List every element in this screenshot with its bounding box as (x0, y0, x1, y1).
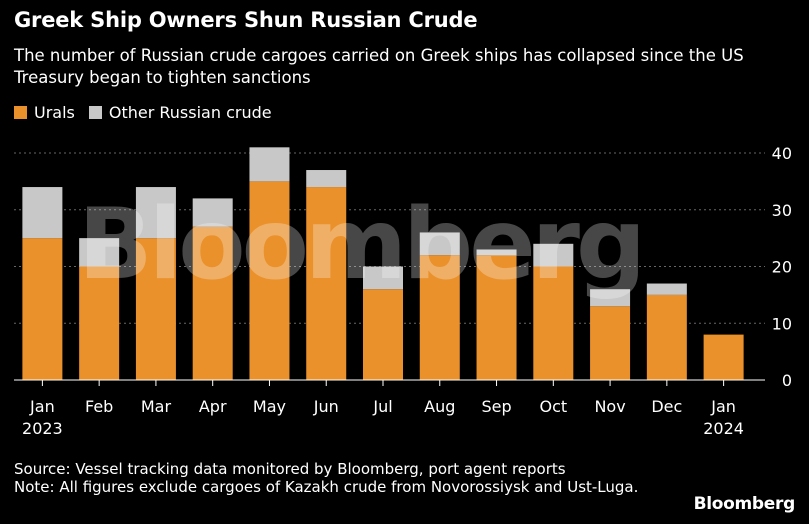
x-tick-label: Feb (85, 397, 113, 416)
bar-urals (419, 255, 460, 380)
x-tick-label: Dec (651, 397, 682, 416)
source-note: Source: Vessel tracking data monitored b… (14, 460, 566, 478)
x-tick-label: Mar (141, 397, 172, 416)
legend-item-other: Other Russian crude (88, 103, 272, 122)
x-tick-label: Oct (539, 397, 567, 416)
x-tick-label: Jul (372, 397, 392, 416)
legend-label-urals: Urals (34, 103, 75, 122)
footer: Source: Vessel tracking data monitored b… (14, 460, 654, 496)
bar-urals (476, 255, 517, 380)
x-tick-label: Jan (29, 397, 55, 416)
legend-swatch-urals (14, 106, 27, 119)
bar-urals (363, 289, 403, 380)
y-tick-label: 40 (772, 144, 792, 163)
chart-title: Greek Ship Owners Shun Russian Crude (14, 8, 478, 32)
bar-urals (135, 238, 176, 380)
x-tick-label: Apr (199, 397, 227, 416)
bar-urals (192, 226, 233, 380)
bar-other (135, 187, 176, 239)
footnote: Note: All figures exclude cargoes of Kaz… (14, 478, 639, 496)
bar-other (363, 266, 403, 290)
x-tick-label: May (253, 397, 286, 416)
bar-urals (703, 334, 744, 380)
bar-other (22, 187, 63, 239)
x-tick-label: Jun (313, 397, 339, 416)
bar-other (646, 283, 687, 295)
bar-other (306, 170, 347, 188)
y-tick-label: 20 (772, 258, 792, 277)
y-tick-label: 0 (782, 371, 792, 390)
bar-urals (22, 238, 63, 380)
bar-urals (79, 266, 120, 380)
bar-other (192, 198, 233, 227)
x-tick-label: Nov (594, 397, 625, 416)
x-year-label: 2024 (703, 419, 744, 438)
bar-urals (533, 266, 574, 380)
bar-other (476, 249, 517, 256)
legend: Urals Other Russian crude (14, 103, 286, 122)
bar-urals (590, 306, 631, 380)
bar-other (419, 232, 460, 256)
brand-logo: Bloomberg (693, 494, 796, 514)
legend-label-other: Other Russian crude (108, 103, 272, 122)
x-tick-label: Aug (424, 397, 455, 416)
bar-other (533, 243, 574, 267)
x-tick-label: Jan (710, 397, 736, 416)
x-year-label: 2023 (22, 419, 63, 438)
bar-urals (646, 294, 687, 380)
bar-other (249, 147, 290, 182)
bar-other (79, 238, 120, 267)
y-tick-label: 30 (772, 201, 792, 220)
x-tick-label: Sep (481, 397, 511, 416)
legend-swatch-other (88, 106, 102, 119)
bar-urals (306, 187, 347, 380)
chart-subtitle: The number of Russian crude cargoes carr… (14, 46, 744, 87)
bar-urals (249, 181, 290, 380)
y-tick-label: 10 (772, 314, 792, 333)
bar-other (590, 289, 631, 307)
legend-item-urals: Urals (14, 103, 75, 122)
